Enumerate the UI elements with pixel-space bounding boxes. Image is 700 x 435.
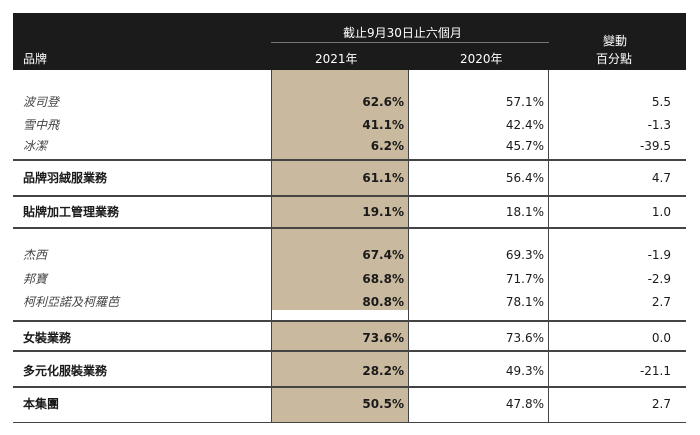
group-separator <box>13 386 686 388</box>
table-row: 邦寶 68.8% 71.7% -2.9 <box>13 268 686 291</box>
highlight-2021-group3 <box>271 197 408 227</box>
change-value: 1.0 <box>651 205 671 219</box>
value-2020: 78.1% <box>505 295 544 309</box>
column-divider-3 <box>548 70 549 423</box>
row-label: 柯利亞諾及柯羅芭 <box>23 295 120 309</box>
table-row: 杰西 67.4% 69.3% -1.9 <box>13 244 686 267</box>
group-separator <box>13 159 686 161</box>
table-row: 女裝業務 73.6% 73.6% 0.0 <box>13 327 686 350</box>
change-value: 4.7 <box>651 171 671 185</box>
value-2021: 80.8% <box>362 295 404 309</box>
value-2020: 47.8% <box>505 397 544 411</box>
row-label: 杰西 <box>23 248 48 262</box>
change-value: 2.7 <box>651 397 671 411</box>
change-value: -1.9 <box>647 248 671 262</box>
group-separator <box>13 350 686 352</box>
change-value: 0.0 <box>651 331 671 345</box>
value-2021: 61.1% <box>362 171 404 185</box>
change-value: -39.5 <box>639 139 671 153</box>
highlight-2021-group4 <box>271 229 408 310</box>
value-2021: 19.1% <box>362 205 404 219</box>
highlight-2021-group5 <box>271 322 408 350</box>
row-label: 雪中飛 <box>23 118 60 132</box>
table-header: 截止9月30日止六個月 品牌 2021年 2020年 變動 百分點 <box>13 13 686 70</box>
table-row: 貼牌加工管理業務 19.1% 18.1% 1.0 <box>13 201 686 224</box>
row-label: 品牌羽絨服業務 <box>23 171 108 185</box>
row-label: 本集團 <box>23 397 60 411</box>
value-2020: 73.6% <box>505 331 544 345</box>
table-row: 品牌羽絨服業務 61.1% 56.4% 4.7 <box>13 167 686 190</box>
highlight-2021-group6 <box>271 352 408 386</box>
change-value: -21.1 <box>639 364 671 378</box>
row-label: 女裝業務 <box>23 331 72 345</box>
change-value: 2.7 <box>651 295 671 309</box>
change-value: 5.5 <box>651 95 671 109</box>
column-divider-2 <box>408 70 409 423</box>
table-row: 柯利亞諾及柯羅芭 80.8% 78.1% 2.7 <box>13 291 686 314</box>
group-separator <box>13 227 686 229</box>
value-2020: 69.3% <box>505 248 544 262</box>
value-2020: 71.7% <box>505 272 544 286</box>
table-row: 本集團 50.5% 47.8% 2.7 <box>13 393 686 416</box>
period-heading: 截止9月30日止六個月 <box>343 26 462 40</box>
table-row: 冰潔 6.2% 45.7% -39.5 <box>13 135 686 158</box>
value-2020: 49.3% <box>505 364 544 378</box>
table-row: 雪中飛 41.1% 42.4% -1.3 <box>13 114 686 137</box>
year-2020-header: 2020年 <box>460 52 503 66</box>
value-2020: 42.4% <box>505 118 544 132</box>
row-label: 多元化服裝業務 <box>23 364 108 378</box>
table-row: 波司登 62.6% 57.1% 5.5 <box>13 91 686 114</box>
gross-margin-table: 截止9月30日止六個月 品牌 2021年 2020年 變動 百分點 波司登 62… <box>13 13 686 423</box>
value-2021: 6.2% <box>370 139 404 153</box>
change-value: -2.9 <box>647 272 671 286</box>
group-separator <box>13 320 686 322</box>
table-bottom-border <box>13 422 686 423</box>
value-2021: 50.5% <box>362 397 404 411</box>
row-label: 波司登 <box>23 95 60 109</box>
brand-column-header: 品牌 <box>23 52 48 66</box>
value-2021: 67.4% <box>362 248 404 262</box>
highlight-2021-group2 <box>271 161 408 195</box>
column-divider-1 <box>271 70 272 423</box>
change-value: -1.3 <box>647 118 671 132</box>
row-label: 冰潔 <box>23 139 48 153</box>
value-2021: 28.2% <box>362 364 404 378</box>
value-2020: 45.7% <box>505 139 544 153</box>
row-label: 邦寶 <box>23 272 48 286</box>
year-2021-header: 2021年 <box>315 52 358 66</box>
row-label: 貼牌加工管理業務 <box>23 205 120 219</box>
value-2020: 56.4% <box>505 171 544 185</box>
value-2020: 18.1% <box>505 205 544 219</box>
change-header-line1: 變動 <box>603 34 628 48</box>
group-separator <box>13 195 686 197</box>
value-2021: 41.1% <box>362 118 404 132</box>
table-row: 多元化服裝業務 28.2% 49.3% -21.1 <box>13 360 686 383</box>
highlight-2021-group7 <box>271 388 408 423</box>
period-underline <box>271 42 549 43</box>
value-2020: 57.1% <box>505 95 544 109</box>
value-2021: 68.8% <box>362 272 404 286</box>
change-header-line2: 百分點 <box>596 52 633 66</box>
value-2021: 62.6% <box>362 95 404 109</box>
highlight-2021-group1 <box>271 70 408 159</box>
value-2021: 73.6% <box>362 331 404 345</box>
